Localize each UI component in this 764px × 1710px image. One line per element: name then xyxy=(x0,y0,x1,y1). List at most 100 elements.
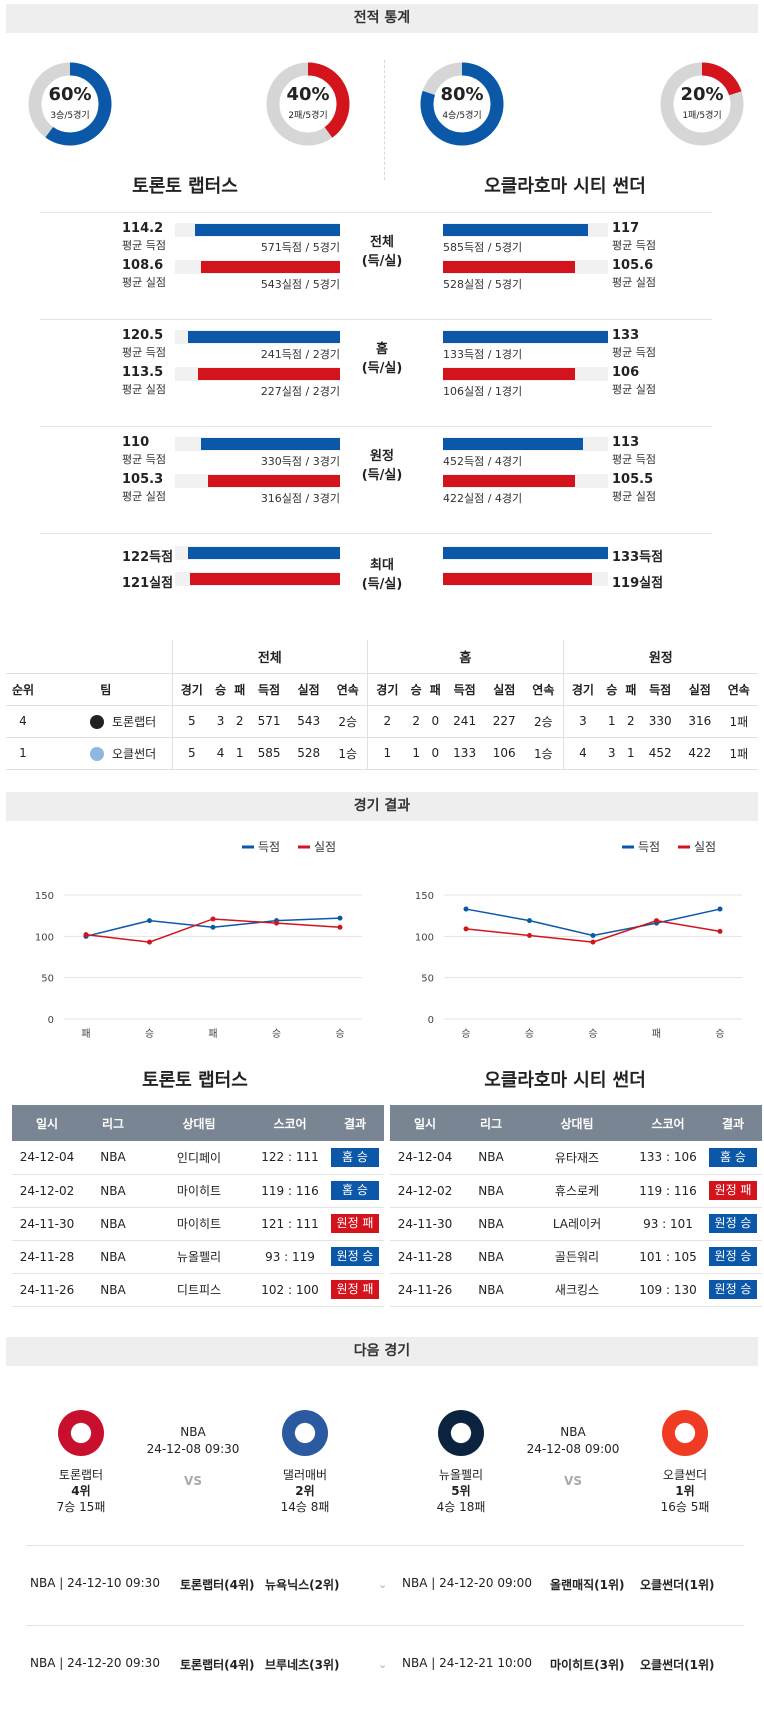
results-cell: 골든워리 xyxy=(522,1240,632,1274)
results-col-header: 상대팀 xyxy=(522,1105,632,1141)
series-line xyxy=(465,908,721,937)
data-point xyxy=(527,918,532,924)
chevron-down-icon: ⌄ xyxy=(378,1658,388,1671)
data-point xyxy=(463,906,469,912)
standings-team-cell[interactable]: 오클썬더 xyxy=(40,737,172,770)
next-vs: VS xyxy=(564,1474,582,1488)
right-bar-text: 452득점 / 4경기 xyxy=(443,455,523,468)
upcoming-team2: 오클썬더(1위) xyxy=(640,1578,715,1592)
standings-col-header: 연속 xyxy=(328,673,368,706)
stat-category-label: 전체 (득/실) xyxy=(352,233,412,271)
left-stat-label: 평균 득점 xyxy=(122,239,166,252)
results-cell: NBA xyxy=(460,1240,522,1274)
legend-label: 실점 xyxy=(314,840,336,854)
standings-cell: 106 xyxy=(484,737,525,770)
right-stat-bar xyxy=(443,573,592,585)
standings-cell: 330 xyxy=(640,705,680,738)
x-tick-label: 승 xyxy=(145,1028,154,1040)
right-stat-label: 평균 득점 xyxy=(612,453,656,466)
standings-group-away: 원정 xyxy=(562,640,758,674)
y-tick-label: 100 xyxy=(415,932,434,943)
next-home-name: 토론랩터 xyxy=(58,1468,104,1482)
legend-label: 득점 xyxy=(258,840,280,854)
divider xyxy=(40,212,712,213)
upcoming-game[interactable]: NBA | 24-12-20 09:30 토론랩터(4위) 브루네츠(3위) xyxy=(30,1656,380,1674)
left-stat-bar xyxy=(201,261,340,273)
results-row: 24-12-02 NBA 마이히트 119 : 116 홈 승 xyxy=(12,1174,384,1208)
upcoming-game[interactable]: NBA | 24-12-20 09:00 올랜매직(1위) 오클썬더(1위) xyxy=(402,1576,752,1594)
results-cell: NBA xyxy=(82,1174,144,1208)
left-bar-text: 227실점 / 2경기 xyxy=(260,385,340,398)
standings-team-name: 오클썬더 xyxy=(112,746,157,761)
standings-cell: 1패 xyxy=(719,737,758,770)
results-section-header: 경기 결과 xyxy=(6,792,758,821)
standings-col-header: 득점 xyxy=(640,673,680,706)
data-point xyxy=(83,932,89,938)
standings-cell: 3 xyxy=(211,705,231,738)
result-badge: 원정 승 xyxy=(709,1214,757,1233)
next-datetime: 24-12-08 09:30 xyxy=(146,1442,240,1456)
standings-cell: 2 xyxy=(367,705,407,738)
results-cell: 새크킹스 xyxy=(522,1273,632,1307)
left-stat-value: 105.3 xyxy=(122,472,164,487)
right-stat-value: 133 xyxy=(612,328,640,343)
right-stat-bar xyxy=(443,547,608,559)
results-cell: 24-12-02 xyxy=(390,1174,460,1208)
standings-col-header: 팀 xyxy=(40,673,172,706)
results-cell: 122 : 111 xyxy=(254,1141,326,1175)
results-outcome-cell: 원정 승 xyxy=(704,1273,762,1307)
results-cell: 인디페이 xyxy=(144,1141,254,1175)
donut-caption: 2패/5경기 xyxy=(288,111,328,121)
next-away-name: 오클썬더 xyxy=(662,1468,708,1482)
results-cell: 24-11-26 xyxy=(12,1273,82,1307)
divider xyxy=(40,319,712,320)
standings-group-home: 홈 xyxy=(367,640,564,674)
result-badge: 원정 승 xyxy=(331,1247,379,1266)
standings-col-header: 승 xyxy=(406,673,426,706)
standings-team-name: 토론랩터 xyxy=(112,714,157,729)
standings-cell: 241 xyxy=(444,705,485,738)
right-bar-text: 133득점 / 1경기 xyxy=(443,348,523,361)
results-cell: NBA xyxy=(460,1207,522,1241)
standings-team-cell[interactable]: 토론랩터 xyxy=(40,705,172,738)
left-stat-bar xyxy=(201,438,340,450)
chevron-down-icon: ⌄ xyxy=(378,1578,388,1591)
standings-cell: 316 xyxy=(680,705,720,738)
standings-table: 전체 홈 원정 순위 팀 경기 승 패 득점 실점 연속 경기 승 패 득점 실점 연속 경기 승 패 득점 실점 연… xyxy=(6,640,758,770)
left-stat-bar xyxy=(188,331,340,343)
team-logo-icon xyxy=(90,715,104,729)
data-point xyxy=(717,928,723,934)
upcoming-game[interactable]: NBA | 24-12-10 09:30 토론랩터(4위) 뉴욕닉스(2위) xyxy=(30,1576,380,1594)
standings-cell: 1 xyxy=(602,705,622,738)
right-stat-label: 평균 실점 xyxy=(612,490,656,503)
left-stat-label: 평균 득점 xyxy=(122,346,166,359)
result-badge: 홈 승 xyxy=(331,1181,379,1200)
standings-col-header: 득점 xyxy=(249,673,289,706)
results-cell: 93 : 101 xyxy=(632,1207,704,1241)
standings-cell: 2 xyxy=(406,705,426,738)
standings-cell: 5 xyxy=(171,705,212,738)
standings-cell: 0 xyxy=(425,705,445,738)
donut-caption: 1패/5경기 xyxy=(682,111,722,121)
results-cell: 24-11-28 xyxy=(12,1240,82,1274)
donut-percent: 20% xyxy=(680,84,724,105)
standings-col-header: 득점 xyxy=(444,673,485,706)
divider xyxy=(40,426,712,427)
results-outcome-cell: 원정 패 xyxy=(326,1207,384,1241)
upcoming-game[interactable]: NBA | 24-12-21 10:00 마이히트(3위) 오클썬더(1위) xyxy=(402,1656,752,1674)
next-away-name: 댈러매버 xyxy=(282,1468,328,1482)
result-badge: 원정 패 xyxy=(331,1214,379,1233)
data-point xyxy=(717,906,723,912)
results-cell: NBA xyxy=(82,1240,144,1274)
team-logo-icon xyxy=(90,747,104,761)
results-cell: 119 : 116 xyxy=(632,1174,704,1208)
result-badge: 원정 승 xyxy=(709,1280,757,1299)
right-bar-text: 422실점 / 4경기 xyxy=(443,492,523,505)
results-col-header: 일시 xyxy=(12,1105,82,1141)
series-line xyxy=(85,918,341,943)
left-bar-text: 241득점 / 2경기 xyxy=(260,348,340,361)
right-score-chart: 득점 실점 150 100 50 0 승 승 승 패 승 xyxy=(415,840,742,1040)
right-stat-bar xyxy=(443,368,575,380)
result-badge: 원정 패 xyxy=(331,1280,379,1299)
thunder-logo-icon xyxy=(662,1410,708,1456)
